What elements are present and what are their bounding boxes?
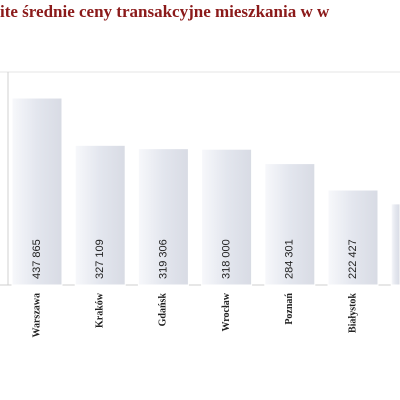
value-label: 222 427 [347, 239, 359, 279]
bar [11, 97, 63, 286]
chart-title: ite średnie ceny transakcyjne mieszkania… [0, 2, 330, 21]
bar [390, 203, 400, 286]
category-label: Białystok [347, 293, 358, 333]
value-label: 327 109 [94, 239, 106, 279]
category-label: Kraków [94, 292, 105, 328]
category-label: Warszawa [31, 293, 42, 337]
bar [327, 189, 379, 286]
value-label: 284 301 [284, 239, 296, 279]
bar [137, 148, 189, 286]
bar [201, 148, 253, 286]
category-label: Poznań [284, 293, 295, 325]
value-label: 318 000 [221, 239, 233, 279]
category-label: Gdańsk [158, 293, 169, 327]
bar [264, 163, 316, 286]
value-label: 437 865 [31, 239, 43, 279]
category-label: Wrocław [221, 292, 232, 331]
value-label: 319 306 [157, 239, 169, 279]
bar [74, 144, 126, 286]
